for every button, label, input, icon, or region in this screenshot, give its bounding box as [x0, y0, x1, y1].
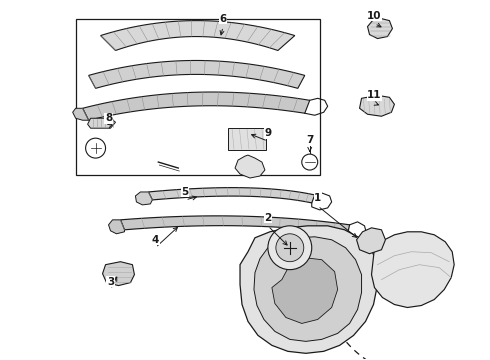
- Polygon shape: [100, 21, 295, 50]
- Text: 5: 5: [182, 187, 189, 197]
- Text: 3: 3: [107, 276, 114, 287]
- Polygon shape: [108, 220, 124, 234]
- Polygon shape: [240, 226, 377, 353]
- Polygon shape: [368, 19, 392, 39]
- Polygon shape: [272, 258, 338, 323]
- Text: 10: 10: [367, 11, 382, 21]
- Text: 9: 9: [264, 128, 271, 138]
- Polygon shape: [357, 228, 386, 254]
- Polygon shape: [235, 155, 265, 178]
- Text: 4: 4: [152, 235, 159, 245]
- Polygon shape: [89, 60, 305, 88]
- Polygon shape: [135, 192, 152, 205]
- Circle shape: [86, 138, 105, 158]
- Text: 6: 6: [220, 14, 227, 24]
- Text: 1: 1: [314, 193, 321, 203]
- Polygon shape: [254, 237, 362, 341]
- Polygon shape: [360, 95, 394, 116]
- Polygon shape: [148, 188, 315, 203]
- Polygon shape: [83, 92, 310, 120]
- Text: 11: 11: [367, 90, 382, 100]
- Polygon shape: [371, 232, 454, 307]
- Polygon shape: [102, 262, 134, 285]
- Circle shape: [302, 154, 318, 170]
- Polygon shape: [88, 118, 116, 128]
- Bar: [75, 19, 319, 175]
- Text: 2: 2: [264, 213, 271, 223]
- Polygon shape: [73, 108, 89, 120]
- Circle shape: [276, 234, 304, 262]
- Circle shape: [268, 226, 312, 270]
- Bar: [228, 128, 266, 150]
- Text: 7: 7: [306, 135, 314, 145]
- Text: 8: 8: [105, 113, 112, 123]
- Polygon shape: [121, 216, 349, 234]
